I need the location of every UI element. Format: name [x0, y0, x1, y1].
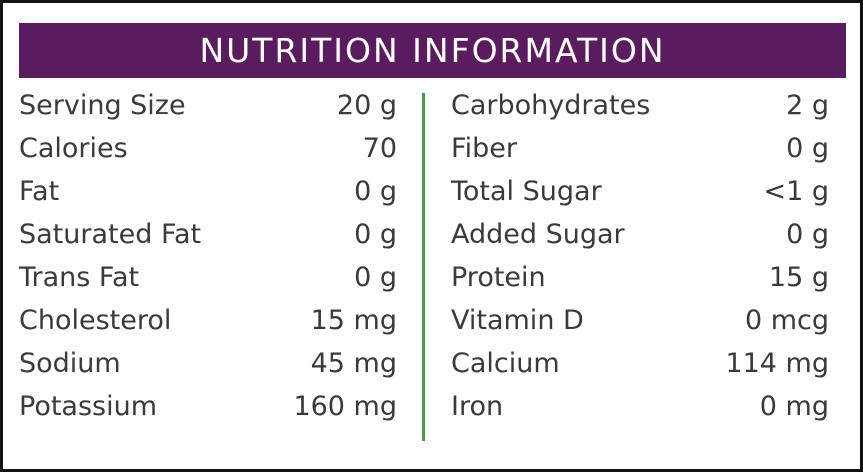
row-label: Carbohydrates: [451, 90, 651, 121]
row-value: 45 mg: [310, 348, 397, 379]
row-value: 70: [362, 133, 397, 164]
row-value: 160 mg: [293, 391, 397, 422]
title: NUTRITION INFORMATION: [199, 31, 666, 70]
row-value: 15 g: [768, 262, 829, 293]
row-value: 0 mcg: [744, 305, 829, 336]
row-label: Fat: [19, 176, 60, 207]
row-value: 20 g: [336, 90, 397, 121]
row-label: Vitamin D: [451, 305, 584, 336]
row-label: Sodium: [19, 348, 121, 379]
row-value: 0 g: [354, 262, 397, 293]
row-value: 0 mg: [759, 391, 829, 422]
row-value: 0 g: [786, 133, 829, 164]
row-value: 0 g: [354, 176, 397, 207]
row-label: Potassium: [19, 391, 158, 422]
row-value: <1 g: [763, 176, 829, 207]
row-label: Total Sugar: [451, 176, 602, 207]
row-value: 0 g: [786, 219, 829, 250]
row-label: Saturated Fat: [19, 219, 202, 250]
header-bar: NUTRITION INFORMATION: [19, 23, 846, 78]
row-label: Calories: [19, 133, 128, 164]
row-label: Cholesterol: [19, 305, 172, 336]
row-value: 2 g: [786, 90, 829, 121]
row-value: 114 mg: [725, 348, 829, 379]
row-label: Iron: [451, 391, 504, 422]
row-label: Trans Fat: [19, 262, 140, 293]
row-label: Serving Size: [19, 90, 186, 121]
row-label: Fiber: [451, 133, 517, 164]
row-label: Added Sugar: [451, 219, 625, 250]
row-value: 0 g: [354, 219, 397, 250]
row-value: 15 mg: [310, 305, 397, 336]
row-label: Protein: [451, 262, 546, 293]
column-divider: [422, 93, 425, 441]
row-label: Calcium: [451, 348, 560, 379]
